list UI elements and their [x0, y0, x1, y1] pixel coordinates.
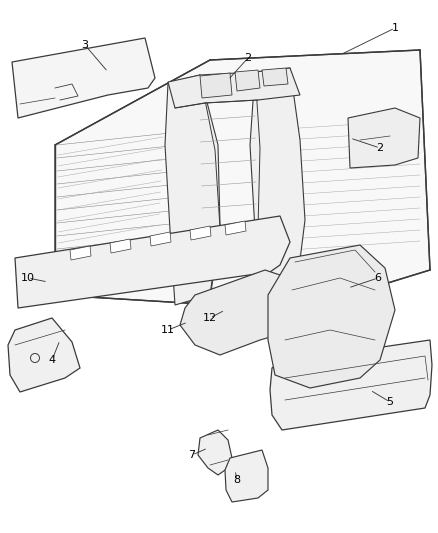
Polygon shape [150, 232, 171, 246]
Polygon shape [235, 70, 260, 91]
Text: 11: 11 [161, 325, 175, 335]
Polygon shape [270, 340, 432, 430]
Polygon shape [225, 450, 268, 502]
Text: 10: 10 [21, 273, 35, 283]
Polygon shape [8, 318, 80, 392]
Text: 12: 12 [203, 313, 217, 323]
Polygon shape [250, 68, 305, 308]
Text: 8: 8 [233, 475, 240, 485]
Polygon shape [268, 245, 395, 388]
Polygon shape [262, 68, 288, 86]
Polygon shape [15, 216, 290, 308]
Text: 2: 2 [376, 143, 384, 153]
Text: 5: 5 [386, 397, 393, 407]
Polygon shape [225, 221, 246, 235]
Polygon shape [55, 50, 430, 310]
Text: 7: 7 [188, 450, 195, 460]
Polygon shape [348, 108, 420, 168]
Polygon shape [190, 226, 211, 240]
Polygon shape [198, 430, 232, 475]
Polygon shape [12, 38, 155, 118]
Polygon shape [110, 239, 131, 253]
Text: 3: 3 [81, 40, 88, 50]
Text: 4: 4 [49, 355, 56, 365]
Text: 6: 6 [374, 273, 381, 283]
Text: 2: 2 [244, 53, 251, 63]
Text: 1: 1 [392, 23, 399, 33]
Polygon shape [168, 68, 300, 108]
Polygon shape [200, 73, 232, 98]
Polygon shape [70, 246, 91, 260]
Polygon shape [165, 75, 220, 305]
Polygon shape [180, 270, 320, 355]
